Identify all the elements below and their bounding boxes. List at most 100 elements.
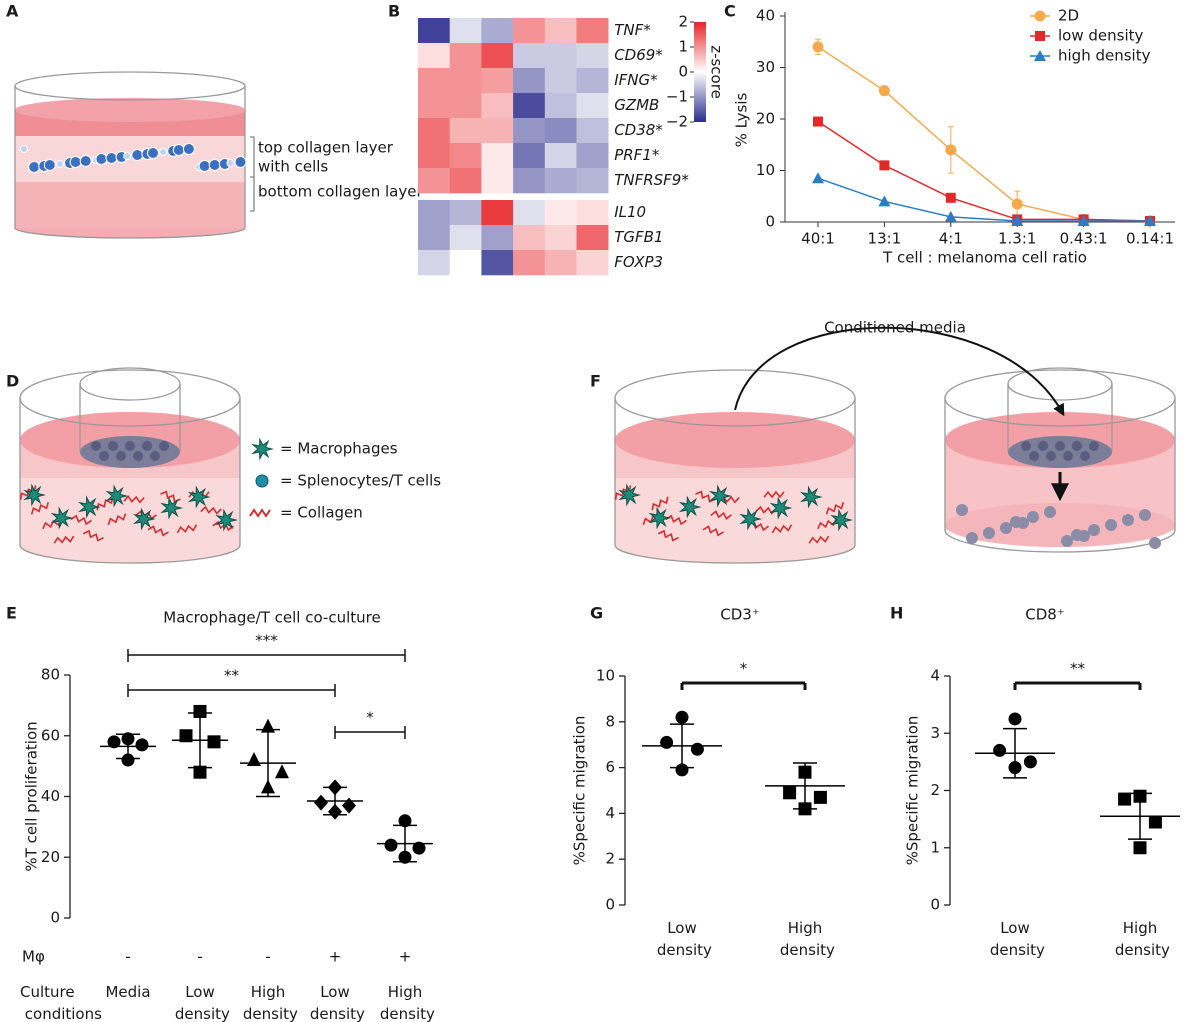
cell (133, 451, 143, 461)
x-tick-label: High density (1110, 919, 1170, 959)
point (813, 790, 827, 804)
marker (1011, 214, 1024, 226)
colorbar-tick-label: 1 (678, 38, 688, 56)
collagen (70, 514, 92, 526)
macrophage (187, 485, 211, 509)
collagen (123, 495, 145, 504)
heat-cell (544, 118, 577, 144)
cell (20, 145, 28, 153)
heat-cell (418, 43, 450, 69)
heat-cell (418, 200, 450, 226)
y-tick-label: 40 (756, 7, 775, 25)
point (193, 765, 207, 779)
chart-title: Macrophage/T cell co-culture (163, 609, 380, 627)
cell (1088, 524, 1100, 536)
legend-text: = Splenocytes/T cells (280, 472, 441, 490)
y-tick-label: 80 (41, 666, 60, 684)
cell (1046, 451, 1056, 461)
heat-cell (576, 118, 609, 144)
point (179, 729, 193, 743)
colorbar-tick-label: 0 (678, 63, 688, 81)
panel-label: C (724, 2, 736, 21)
heat-cell (418, 93, 450, 119)
x-tick-label: Media (105, 983, 150, 1001)
point (384, 838, 398, 852)
cell (159, 441, 169, 451)
row-label: CD38* (614, 121, 663, 139)
point (328, 803, 342, 820)
point (675, 763, 689, 777)
collagen (695, 490, 716, 503)
x-axis-label: T cell : melanoma cell ratio (882, 249, 1087, 267)
heat-cell (481, 43, 514, 69)
heat-cell (418, 18, 450, 44)
cell (159, 148, 168, 156)
heat-cell (544, 225, 577, 251)
marker (878, 195, 891, 207)
cell (1027, 511, 1039, 523)
point (783, 786, 797, 800)
legend-label: low density (1058, 27, 1144, 45)
heat-cell (481, 168, 514, 194)
heat-cell (576, 143, 609, 169)
cell (983, 527, 995, 539)
heat-cell (418, 250, 450, 276)
point (798, 765, 812, 779)
cell (28, 161, 41, 173)
cell (116, 451, 126, 461)
cell (1149, 537, 1161, 549)
y-tick-label: 0 (765, 213, 775, 231)
dish-d (19, 367, 241, 564)
point (261, 718, 275, 733)
cell (172, 144, 185, 156)
series-line (817, 120, 1151, 222)
macrophage (50, 506, 74, 530)
marker (945, 192, 956, 203)
macrophage (830, 508, 853, 532)
marker (878, 85, 890, 97)
y-tick-label: 60 (41, 726, 60, 744)
row-label: TGFB1 (614, 228, 663, 246)
y-tick-label: 10 (756, 161, 775, 179)
heat-cell (513, 18, 546, 44)
cell (1072, 441, 1082, 451)
heat-cell (481, 118, 514, 144)
cell (226, 159, 235, 167)
heat-cell (449, 93, 482, 119)
collagen (808, 535, 830, 544)
condition-sign: + (329, 948, 342, 966)
collagen (825, 501, 845, 515)
significance-bracket (334, 726, 406, 739)
point (121, 732, 135, 746)
cell (108, 441, 118, 451)
row-label: CD69* (614, 46, 663, 64)
heat-cell (513, 250, 546, 276)
macrophage (132, 507, 156, 531)
heat-cell (513, 118, 546, 144)
heat-cell (576, 18, 609, 44)
y-tick-label: 0 (930, 896, 940, 914)
row-label: IFNG* (614, 71, 658, 89)
condition-sign: - (265, 948, 270, 966)
legend-text: = Collagen (280, 504, 363, 522)
y-tick-label: 2 (930, 781, 940, 799)
heat-cell (449, 18, 482, 44)
significance-bracket (1013, 681, 1142, 690)
heat-cell (449, 168, 482, 194)
point (193, 704, 207, 718)
cell (1061, 535, 1073, 547)
heat-cell (513, 200, 546, 226)
cell (55, 160, 64, 168)
heat-cell (544, 200, 577, 226)
y-tick-label: 0 (605, 896, 615, 914)
x-tick-label: 0.43:1 (1060, 230, 1108, 248)
y-tick-label: 0 (50, 909, 60, 927)
row-label: Mφ (22, 948, 45, 966)
cell (150, 451, 160, 461)
x-tick-label: Low density (170, 983, 230, 1022)
heat-cell (418, 225, 450, 251)
point (275, 764, 289, 779)
collagen (30, 501, 50, 515)
cell (956, 504, 968, 516)
